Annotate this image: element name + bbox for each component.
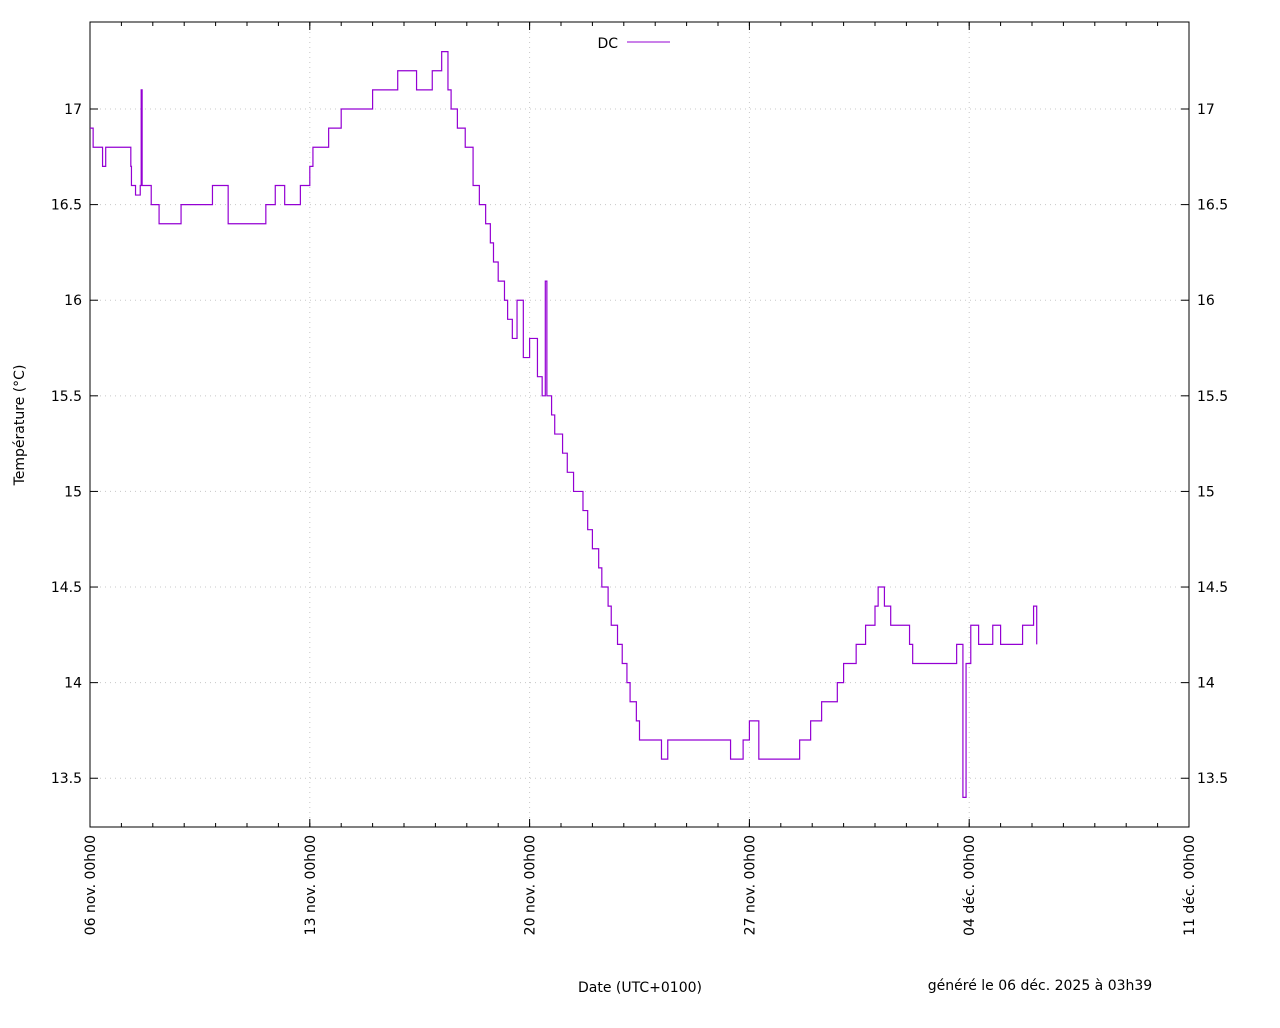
y-tick-label-right: 16.5: [1197, 198, 1228, 214]
x-tick-label: 20 nov. 00h00: [523, 835, 539, 935]
x-tick-label: 11 déc. 00h00: [1182, 835, 1198, 936]
y-tick-label: 13.5: [51, 771, 82, 787]
y-tick-label-right: 15: [1197, 484, 1215, 500]
y-tick-label-right: 13.5: [1197, 771, 1228, 787]
grid: [89, 22, 1190, 827]
series-line-dc: [90, 51, 1038, 798]
x-tick-label: 04 déc. 00h00: [962, 835, 978, 936]
y-tick-label: 16.5: [51, 198, 82, 214]
y-tick-label-right: 16: [1197, 293, 1215, 309]
legend: DC: [597, 36, 670, 52]
x-tick-label: 06 nov. 00h00: [83, 835, 99, 935]
x-axis-label: Date (UTC+0100): [578, 980, 702, 996]
y-tick-label: 17: [64, 102, 82, 118]
y-tick-label-right: 15.5: [1197, 389, 1228, 405]
y-tick-label: 15.5: [51, 389, 82, 405]
y-tick-label: 15: [64, 484, 82, 500]
x-tick-label: 27 nov. 00h00: [742, 835, 758, 935]
y-tick-label-right: 14.5: [1197, 580, 1228, 596]
y-tick-label-right: 17: [1197, 102, 1215, 118]
y-tick-label: 16: [64, 293, 82, 309]
y-tick-label-right: 14: [1197, 676, 1215, 692]
ticks: 13.5 13.5 14 14 14.5 14.5 15 15 15.5 15.5 16 16 16.5…: [51, 22, 1228, 936]
generated-footer: généré le 06 déc. 2025 à 03h39: [928, 978, 1152, 994]
y-axis-label: Température (°C): [12, 365, 28, 487]
series-dc: [90, 51, 1038, 798]
y-tick-label: 14.5: [51, 580, 82, 596]
x-tick-label: 13 nov. 00h00: [303, 835, 319, 935]
y-tick-label: 14: [64, 676, 82, 692]
plot-border: [89, 21, 1190, 828]
legend-label-dc: DC: [597, 36, 618, 52]
